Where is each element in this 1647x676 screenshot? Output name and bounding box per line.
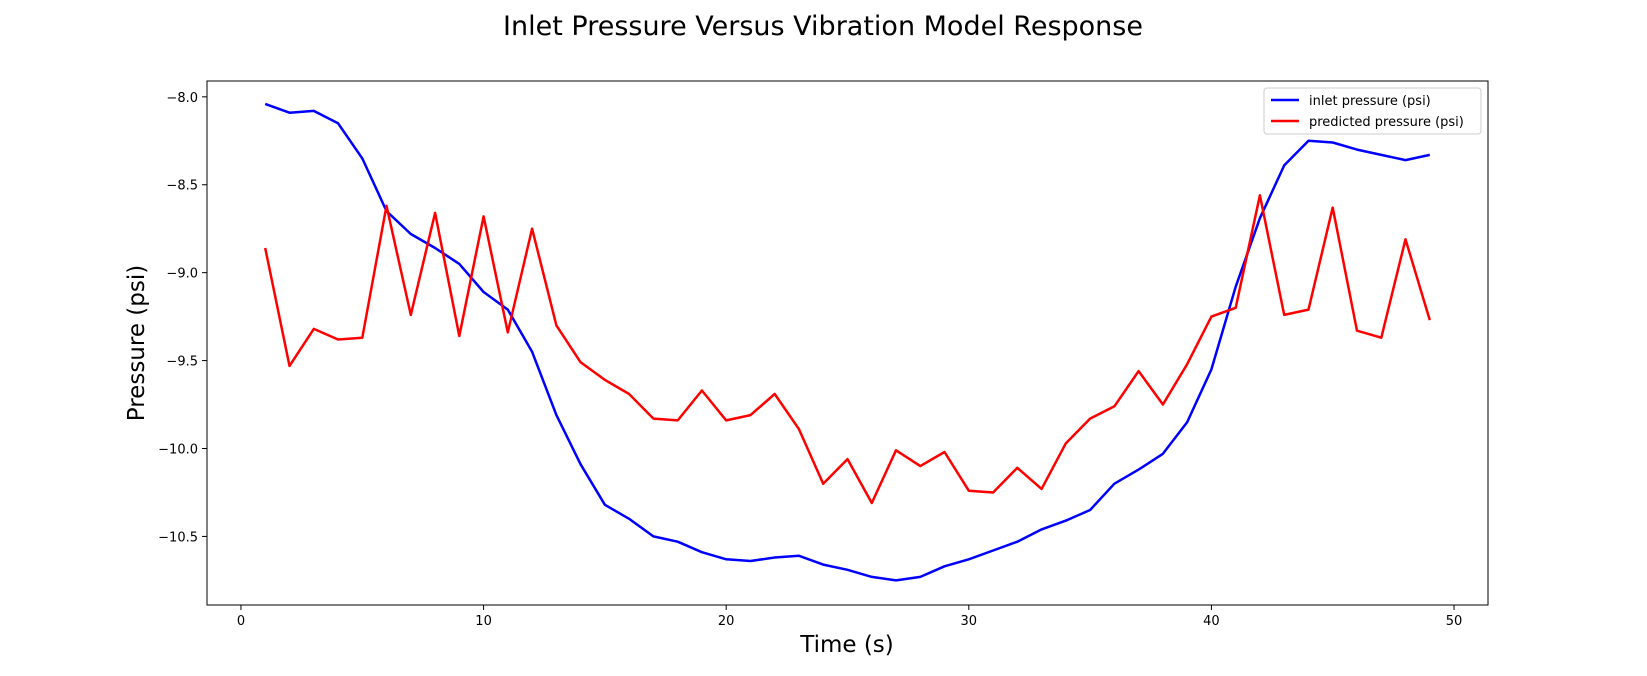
y-tick-label: −9.5	[166, 355, 198, 370]
y-tick-label: −9.0	[166, 267, 198, 282]
plot-area	[206, 80, 1489, 606]
x-axis-title: Time (s)	[799, 632, 894, 658]
x-tick-label: 50	[1446, 614, 1463, 629]
series-line-0	[264, 102, 1431, 582]
x-tick-label: 30	[961, 614, 978, 629]
legend-frame	[1263, 87, 1482, 135]
y-tick-label: −10.0	[158, 443, 198, 458]
chart-title: Inlet Pressure Versus Vibration Model Re…	[503, 11, 1143, 42]
x-tick-label: 40	[1203, 614, 1220, 629]
legend: inlet pressure (psi) predicted pressure …	[1263, 87, 1482, 135]
legend-label-inlet-pressure: inlet pressure (psi)	[1309, 94, 1431, 109]
series-line-1	[263, 194, 1431, 505]
y-tick-label: −8.5	[166, 179, 198, 194]
series-layer	[263, 102, 1431, 582]
y-axis: −8.0 −8.5 −9.0 −9.5 −10.0 −10.5	[158, 91, 207, 545]
y-axis-title: Pressure (psi)	[124, 265, 150, 421]
x-tick-label: 0	[237, 614, 245, 629]
x-axis: 0 10 20 30 40 50	[237, 605, 1462, 629]
y-tick-label: −8.0	[166, 91, 198, 106]
x-tick-label: 20	[718, 614, 735, 629]
y-tick-label: −10.5	[158, 530, 198, 545]
legend-label-predicted-pressure: predicted pressure (psi)	[1309, 115, 1464, 130]
x-tick-label: 10	[475, 614, 492, 629]
